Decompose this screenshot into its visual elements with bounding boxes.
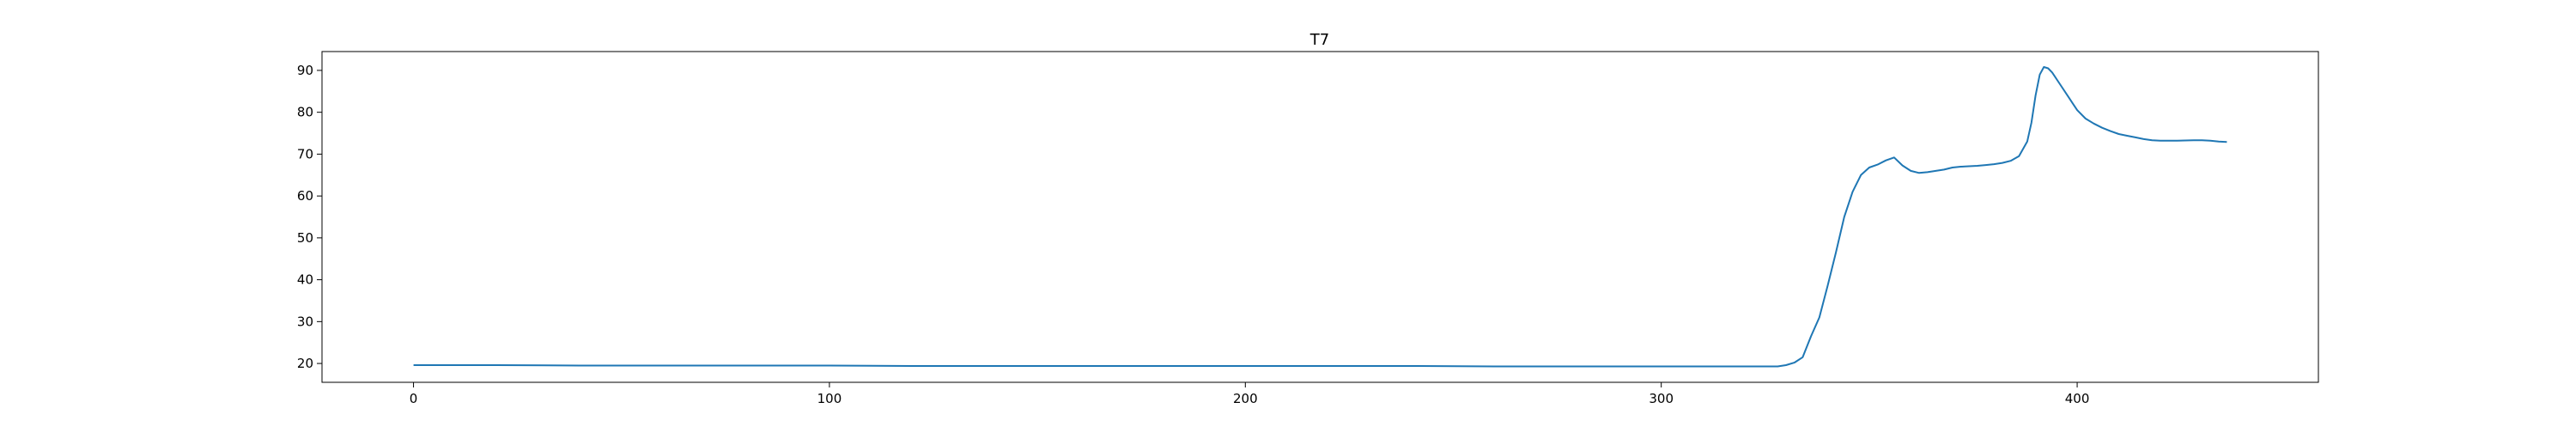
x-tick-label: 200 (1233, 391, 1258, 406)
series-layer (413, 66, 2227, 368)
y-tick-label: 80 (297, 105, 313, 120)
y-tick-label: 90 (297, 63, 313, 78)
x-tick-label: 0 (410, 391, 418, 406)
y-tick-label: 20 (297, 356, 313, 371)
y-tick-label: 40 (297, 272, 313, 288)
chart-title: T7 (1309, 31, 1329, 49)
data-line (413, 66, 2227, 368)
y-tick-label: 30 (297, 314, 313, 329)
plot-area-frame (321, 51, 2319, 383)
axis-layer: 0 100 200 300 400 20 30 40 50 60 70 80 90 (297, 63, 2089, 406)
x-tick-label: 400 (2065, 391, 2090, 406)
y-tick-label: 60 (297, 188, 313, 204)
x-tick-label: 300 (1649, 391, 1674, 406)
x-tick-label: 100 (817, 391, 842, 406)
y-tick-label: 50 (297, 230, 313, 246)
y-tick-label: 70 (297, 146, 313, 162)
